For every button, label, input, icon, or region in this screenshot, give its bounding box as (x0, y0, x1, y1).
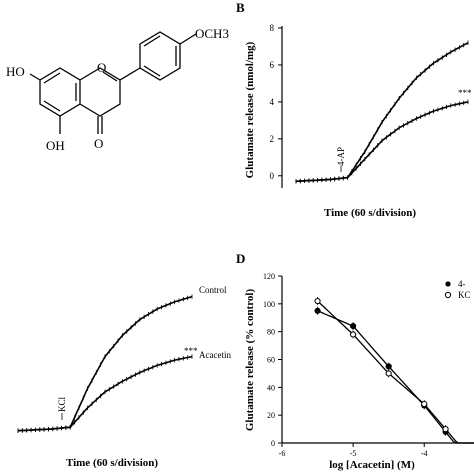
biaryl-bond (119, 67, 141, 81)
panel-c-kcl-label: KCl (57, 396, 67, 412)
ring-a-double-2 (43, 100, 61, 112)
panel-b-letter: B (236, 0, 245, 15)
panel-c-acacetin-label: Acacetin (199, 350, 231, 360)
panel-b-y-tick-label: 0 (270, 171, 275, 181)
panel-d-fit-curve-2 (317, 300, 474, 444)
structure-labels: O OCH3 HO OH O (6, 26, 229, 153)
panel-c-xlabel: Time (60 s/division) (66, 457, 158, 469)
panel-b-series-1-line (295, 42, 469, 183)
panel-b-ylabel: Glutamate release (nmol/mg) (244, 41, 256, 178)
panel-b: B 0 2 4 6 8 Glutamate release (nmol/mg) Time… (236, 0, 472, 219)
panel-d-legend: 4- KC (444, 279, 471, 300)
panel-b-xlabel: Time (60 s/division) (324, 207, 416, 219)
panel-d-point-series-1 (385, 363, 392, 370)
ring-a (39, 67, 81, 117)
panel-d-y-tick-label: 80 (267, 328, 275, 337)
panel-b-y-tick-label: 2 (270, 134, 275, 144)
ring-b-double-3 (143, 65, 161, 77)
oh-label: OH (46, 138, 65, 153)
panel-d-point-series-2 (442, 425, 449, 433)
ring-a-double-1 (43, 72, 61, 84)
panel-b-4ap-annotation: 4-AP (336, 147, 346, 172)
ring-b-double-1 (143, 35, 161, 47)
ring-oxygen-label: O (97, 60, 106, 75)
panel-b-significance: *** (458, 88, 472, 98)
panel-d-point-series-1 (314, 307, 321, 314)
panel-d-y-tick-label: 0 (271, 439, 275, 448)
panel-b-series (295, 40, 469, 184)
panel-d-x-tick-label: -6 (279, 449, 286, 458)
ho-bond (29, 73, 41, 81)
legend-label-1: 4- (458, 279, 466, 289)
panel-c-control-label: Control (199, 285, 227, 295)
panel-c: Control Acacetin *** KCl Time (60 s/divi… (17, 285, 231, 469)
panel-d-y-ticks: 0 20 40 60 80 100 120 (263, 272, 282, 448)
panel-d-y-tick-label: 60 (267, 356, 275, 365)
panel-d-y-tick-label: 100 (263, 300, 275, 309)
panel-b-y-tick-label: 8 (270, 23, 275, 33)
panel-d-point-series-2 (421, 400, 428, 408)
methoxy-label: OCH3 (195, 26, 229, 41)
ring-c-double (102, 71, 118, 82)
panel-d-x-tick-label: -5 (350, 449, 357, 458)
panel-d-points (314, 297, 449, 436)
panel-b-y-tick-label: 6 (270, 60, 275, 70)
panel-d-point-series-2 (385, 370, 392, 377)
panel-d-x-ticks: -6 -5 -4 (279, 443, 428, 458)
ring-b (139, 31, 181, 81)
panel-b-y-tick-label: 4 (270, 97, 275, 107)
legend-marker-filled (445, 281, 451, 287)
legend-marker-open (444, 291, 452, 299)
panel-d-ylabel: Glutamate release (% control) (244, 289, 256, 432)
carbonyl-oxygen-label: O (94, 136, 103, 151)
ring-c (79, 67, 121, 117)
panel-d-xlabel: log [Acacetin] (M) (329, 459, 415, 471)
panel-d-fit-curve-1 (317, 310, 474, 444)
panel-b-y-ticks: 0 2 4 6 8 (270, 23, 282, 181)
panel-b-4ap-label: 4-AP (336, 147, 346, 166)
panel-d-y-tick-label: 120 (263, 272, 275, 281)
panel-d-letter: D (236, 251, 245, 266)
acacetin-structure (29, 31, 197, 134)
panel-d-x-tick-label: -4 (421, 449, 428, 458)
panel-c-kcl-annotation: KCl (57, 396, 67, 420)
panel-c-series (17, 294, 193, 433)
panel-d-y-tick-label: 20 (267, 411, 275, 420)
panel-d-point-series-1 (350, 323, 357, 330)
panel-d: D 0 20 40 60 80 100 120 -6 -5 -4 Glutamate relea… (236, 251, 474, 471)
legend-label-2: KC (458, 290, 471, 300)
panel-d-fit-curves (317, 300, 474, 444)
panel-d-y-tick-label: 40 (267, 383, 275, 392)
ho-label: HO (6, 64, 25, 79)
panel-d-point-series-2 (314, 297, 321, 305)
panel-c-significance: *** (184, 346, 198, 356)
methoxy-bond (179, 33, 197, 45)
panel-d-point-series-2 (350, 331, 357, 338)
